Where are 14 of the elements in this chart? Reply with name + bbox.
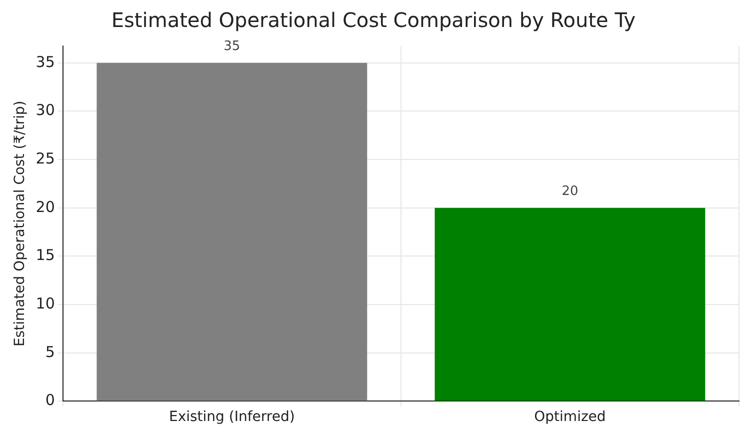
y-tick-label: 25 bbox=[36, 149, 55, 168]
data-label: 20 bbox=[562, 184, 578, 199]
data-label: 35 bbox=[224, 38, 240, 54]
y-tick-label: 20 bbox=[36, 198, 55, 216]
y-tick-label: 5 bbox=[45, 342, 55, 361]
y-tick-label: 30 bbox=[36, 101, 55, 120]
y-tick-label: 0 bbox=[45, 391, 55, 410]
y-tick-label: 35 bbox=[36, 52, 55, 71]
x-tick-label: Optimized bbox=[534, 409, 606, 426]
y-tick-label: 10 bbox=[36, 294, 55, 312]
chart-title: Estimated Operational Cost Comparison by Route Ty bbox=[111, 8, 636, 32]
y-axis-title: Estimated Operational Cost (₹/trip) bbox=[12, 100, 28, 347]
x-tick-label: Existing (Inferred) bbox=[168, 409, 295, 426]
y-tick-label: 15 bbox=[36, 246, 55, 264]
